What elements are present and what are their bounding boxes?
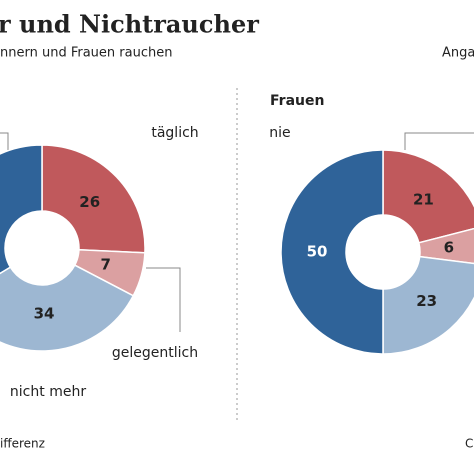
donut-segment	[0, 144, 43, 275]
leader-line	[404, 132, 474, 150]
value-label: 50	[307, 243, 328, 261]
donut-segment	[0, 264, 135, 352]
category-label: nicht mehr	[10, 384, 86, 400]
leader-line	[146, 267, 181, 332]
category-label: gelegentlich	[112, 345, 198, 361]
value-label: 7	[100, 256, 110, 274]
category-label: täglich	[151, 125, 198, 141]
note: Anga	[442, 46, 474, 61]
footer-left: ifferenz	[0, 437, 45, 451]
value-label: 21	[413, 190, 434, 208]
donut-segment	[280, 149, 384, 355]
donut-segment	[382, 255, 474, 355]
chart-title: Frauen	[270, 93, 324, 109]
category-label: nie	[269, 125, 290, 141]
footer-right: C	[465, 437, 473, 451]
donut-segment	[41, 144, 146, 254]
donut-segment	[382, 149, 474, 244]
value-label: 26	[79, 193, 100, 211]
subtitle: nnern und Frauen rauchen	[0, 46, 172, 61]
title: r und Nichtraucher	[0, 10, 259, 39]
leader-line	[0, 132, 9, 150]
value-label: 34	[34, 304, 55, 322]
value-label: 23	[416, 292, 437, 310]
value-label: 6	[444, 238, 454, 256]
